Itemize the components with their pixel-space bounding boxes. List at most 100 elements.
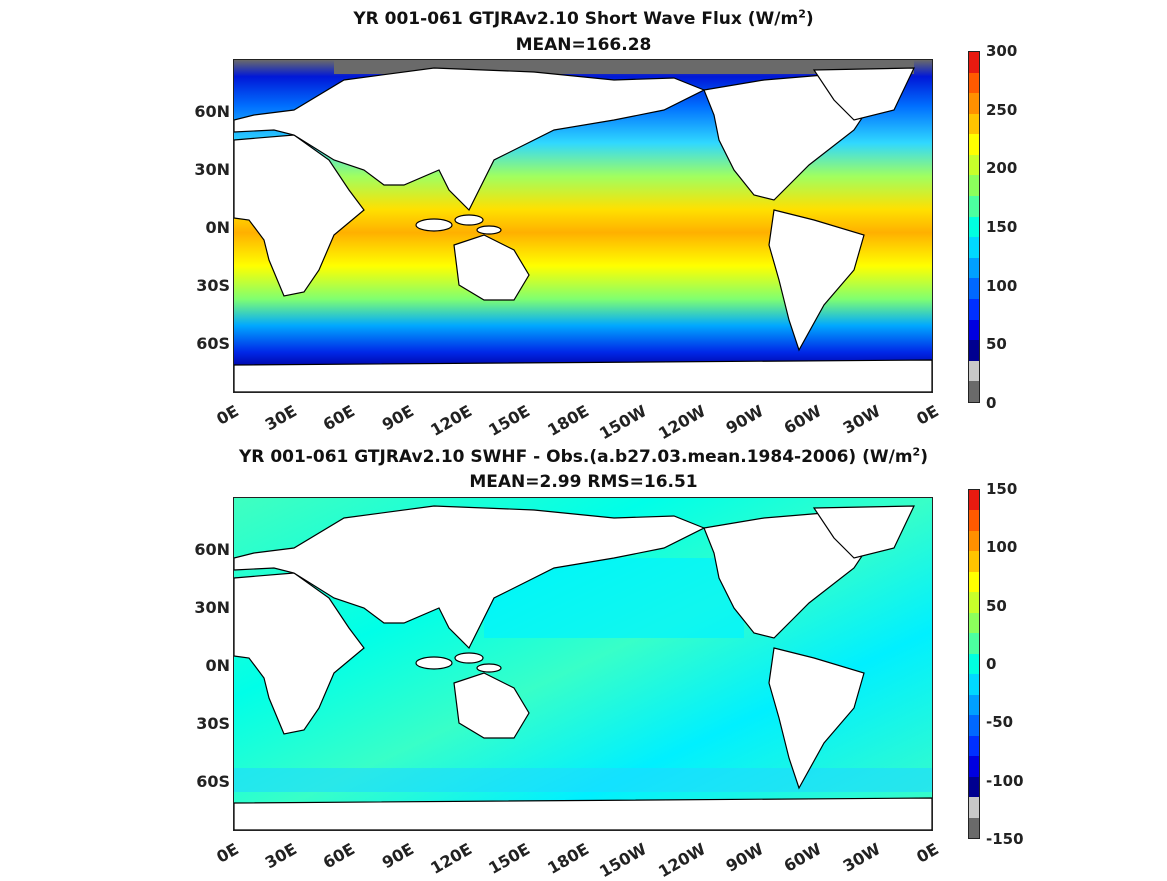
colorbar-swatch — [969, 530, 979, 552]
colorbar-swatch — [969, 237, 979, 258]
panel1-lon-label: 60E — [320, 401, 359, 435]
panel2-lon-label: 150E — [485, 839, 534, 878]
colorbar-swatch — [969, 633, 979, 654]
panel2-lon-label: 30W — [839, 839, 884, 876]
panel2-lon-label: 60E — [320, 839, 359, 873]
colorbar-label: 150 — [986, 218, 1018, 236]
panel2-title: YR 001-061 GTJRAv2.10 SWHF - Obs.(a.b27.… — [0, 446, 1167, 468]
colorbar-label: -150 — [986, 830, 1024, 848]
colorbar-swatch — [969, 490, 979, 511]
panel1-lon-label: 90E — [378, 401, 417, 435]
panel2-title-text: YR 001-061 GTJRAv2.10 SWHF - Obs.(a.b27.… — [239, 447, 913, 467]
colorbar-swatch — [969, 298, 979, 320]
colorbar-label: 0 — [986, 394, 997, 412]
panel2-lon-label: 90W — [722, 839, 767, 876]
colorbar-swatch — [969, 674, 979, 695]
colorbar-label: -100 — [986, 771, 1024, 790]
colorbar-swatch — [969, 196, 979, 217]
panel1-lon-label: 120E — [427, 401, 476, 440]
panel1-lon-label: 120W — [654, 401, 709, 444]
panel2-colorbar — [968, 489, 980, 839]
colorbar-swatch — [969, 797, 979, 818]
panel1-land — [234, 67, 932, 392]
panel2-title-sup: 2 — [912, 445, 921, 459]
colorbar-swatch — [969, 257, 979, 279]
colorbar-label: -50 — [986, 713, 1014, 732]
colorbar-swatch — [969, 715, 979, 736]
panel2-title-suffix: ) — [920, 447, 928, 467]
colorbar-swatch — [969, 551, 979, 572]
colorbar-swatch — [969, 571, 979, 593]
panel1-lat-30n: 30N — [194, 160, 230, 179]
panel1-lon-label: 0E — [213, 401, 242, 429]
panel2-lon-label: 30E — [261, 839, 301, 873]
panel1-lat-60s: 60S — [196, 334, 230, 353]
panel1-colorbar — [968, 51, 980, 403]
colorbar-swatch — [969, 93, 979, 114]
colorbar-swatch — [969, 175, 979, 197]
colorbar-swatch — [969, 694, 979, 716]
panel2-lon-label: 120E — [427, 839, 476, 878]
panel1-lon-label: 90W — [722, 401, 767, 438]
panel2-lon-label: 0E — [213, 839, 242, 867]
colorbar-swatch — [969, 216, 979, 238]
panel1-title: YR 001-061 GTJRAv2.10 Short Wave Flux (W… — [0, 8, 1167, 30]
panel2-lon-label: 90E — [378, 839, 417, 873]
colorbar-swatch — [969, 134, 979, 155]
colorbar-swatch — [969, 756, 979, 777]
colorbar-swatch — [969, 340, 979, 361]
colorbar-label: 100 — [986, 538, 1018, 557]
panel1-map — [233, 59, 933, 393]
panel1-map-svg — [234, 60, 932, 392]
panel2-lat-30n: 30N — [194, 598, 230, 617]
colorbar-swatch — [969, 154, 979, 176]
panel1-lat-30s: 30S — [196, 276, 230, 295]
panel1-subtitle: MEAN=166.28 — [515, 35, 652, 55]
panel2-map — [233, 497, 933, 831]
colorbar-swatch — [969, 360, 979, 382]
colorbar-swatch — [969, 653, 979, 675]
panel1-lat-0n: 0N — [205, 218, 230, 237]
colorbar-swatch — [969, 612, 979, 634]
colorbar-swatch — [969, 592, 979, 613]
colorbar-swatch — [969, 319, 979, 341]
colorbar-label: 200 — [986, 159, 1018, 178]
panel2-lon-label: 60W — [781, 839, 826, 876]
panel1-lon-label: 60W — [781, 401, 826, 438]
panel1-lon-label: 0E — [913, 401, 942, 429]
panel2-southern-anomaly — [234, 768, 932, 792]
panel1-lon-label: 30E — [261, 401, 301, 435]
panel2-lon-label: 0E — [913, 839, 942, 867]
colorbar-label: 150 — [986, 480, 1018, 498]
colorbar-swatch — [969, 278, 979, 299]
colorbar-swatch — [969, 510, 979, 531]
panel1-lat-60n: 60N — [194, 102, 230, 121]
colorbar-label: 250 — [986, 100, 1018, 119]
panel2-lat-30s: 30S — [196, 714, 230, 733]
colorbar-swatch — [969, 72, 979, 94]
panel2-lat-60n: 60N — [194, 540, 230, 559]
panel2-lat-60s: 60S — [196, 772, 230, 791]
panel2-lon-label: 180E — [543, 839, 592, 878]
panel1-title-sup: 2 — [798, 7, 806, 21]
colorbar-swatch — [969, 381, 979, 402]
colorbar-swatch — [969, 735, 979, 757]
panel2-subtitle: MEAN=2.99 RMS=16.51 — [469, 472, 698, 492]
panel2-map-svg — [234, 498, 932, 830]
colorbar-swatch — [969, 817, 979, 838]
colorbar-swatch — [969, 52, 979, 73]
colorbar-label: 50 — [986, 335, 1007, 354]
colorbar-swatch — [969, 776, 979, 798]
colorbar-label: 100 — [986, 276, 1018, 295]
panel2-land — [234, 505, 932, 830]
panel1-lon-label: 150W — [596, 401, 651, 444]
panel2-lat-0n: 0N — [205, 656, 230, 675]
panel1-lon-label: 30W — [839, 401, 884, 438]
colorbar-label: 0 — [986, 655, 997, 673]
panel1-lon-label: 180E — [543, 401, 592, 440]
panel1-lon-label: 150E — [485, 401, 534, 440]
panel1-title-suffix: ) — [805, 9, 814, 29]
colorbar-swatch — [969, 113, 979, 135]
colorbar-label: 50 — [986, 596, 1007, 615]
panel1-title-text: YR 001-061 GTJRAv2.10 Short Wave Flux (W… — [353, 9, 799, 29]
